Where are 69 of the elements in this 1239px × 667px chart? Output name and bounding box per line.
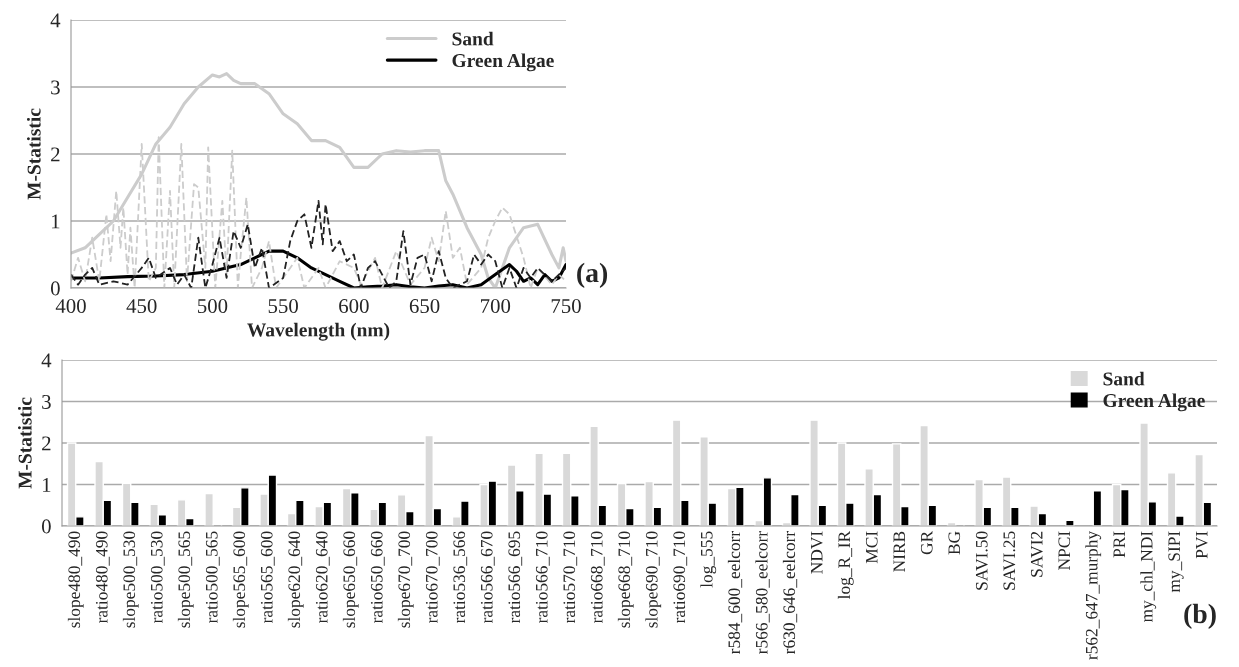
x-tick-label: 400 [55, 299, 86, 314]
x-tick-label: r562_647_murphy [1085, 530, 1102, 660]
y-tick-label: 4 [50, 13, 61, 28]
x-tick-label: 650 [409, 299, 440, 314]
y-tick-label: 0 [50, 281, 60, 296]
x-tick-label: r630_646_eelcorr [782, 531, 798, 654]
x-tick-label: ratio500_530 [150, 531, 165, 624]
x-tick-label: slope500_565 [177, 531, 194, 628]
x-tick-label: BG [948, 531, 961, 555]
x-tick-label: SAVI2 [1030, 531, 1043, 577]
x-tick-label: r584_600_eelcorr [727, 531, 743, 654]
x-tick-label: 500 [198, 299, 228, 314]
x-tick-label: slope480_490 [67, 531, 84, 628]
text: (b) [1184, 603, 1216, 629]
x-tick-label: my_chl_NDI [1140, 531, 1157, 623]
x-tick-label: slope690_710 [645, 531, 662, 628]
x-tick-label: ratio668_710 [590, 531, 605, 624]
y-axis-title: M-Statistic [26, 108, 41, 200]
x-tick-label: 450 [126, 299, 157, 314]
x-tick-label: ratio650_660 [370, 531, 385, 624]
x-tick-label: 600 [339, 299, 369, 314]
x-tick-label: ratio566_695 [508, 531, 523, 624]
x-axis-title: Wavelength (nm) [247, 322, 390, 341]
x-tick-label: ratio620_640 [315, 531, 330, 624]
x-tick-label: slope500_530 [122, 531, 139, 628]
x-tick-label: GR [920, 530, 933, 555]
x-tick-label: 550 [268, 299, 298, 314]
y-tick-label: 4 [41, 353, 52, 368]
x-tick-label: ratio566_670 [480, 531, 495, 624]
x-tick-label: NIRB [893, 531, 905, 572]
x-tick-label: ratio565_600 [260, 531, 275, 624]
y-tick-label: 3 [51, 80, 60, 95]
x-tick-label: log_555 [700, 531, 717, 588]
x-tick-label: my_SIPI [1168, 531, 1184, 593]
legend-label: Sand [1103, 371, 1145, 386]
x-tick-label: ratio670_700 [425, 531, 440, 624]
x-tick-label: ratio690_710 [673, 531, 688, 624]
y-tick-label: 2 [42, 436, 51, 451]
x-tick-label: ratio480_490 [95, 531, 110, 624]
x-tick-label: ratio570_710 [563, 531, 578, 624]
x-tick-label: slope668_710 [617, 531, 634, 628]
x-tick-label: slope620_640 [287, 531, 304, 628]
x-tick-label: r566_580_eelcorr [755, 531, 770, 654]
text: (a) [577, 262, 608, 288]
x-tick-label: SAVI.50 [975, 531, 988, 590]
x-tick-label: ratio536_566 [453, 531, 468, 624]
legend-label: Green Algae [1103, 393, 1205, 412]
x-tick-label: MCI [865, 531, 878, 564]
y-tick-label: 1 [52, 214, 60, 229]
x-tick-label: 750 [551, 299, 581, 314]
y-tick-label: 2 [51, 147, 60, 162]
x-tick-label: NDVI [811, 531, 823, 574]
y-tick-label: 3 [42, 394, 51, 409]
x-tick-label: slope670_700 [397, 531, 414, 628]
x-tick-label: SAVI.25 [1003, 531, 1016, 590]
legend-label: Green Algae [452, 53, 554, 72]
x-tick-label: ratio500_565 [205, 531, 220, 624]
y-axis-title: M-Statistic [17, 397, 32, 489]
x-tick-label: PRI [1113, 531, 1125, 558]
legend-label: Sand [452, 31, 494, 46]
y-tick-label: 0 [41, 519, 51, 534]
x-tick-label: slope650_660 [342, 531, 359, 628]
x-tick-label: slope565_600 [232, 531, 249, 628]
x-tick-label: PVI [1196, 531, 1208, 559]
y-tick-label: 1 [43, 477, 51, 492]
x-tick-label: ratio566_710 [535, 531, 550, 624]
x-tick-label: log_R_IR [837, 530, 854, 599]
x-tick-label: NPCI [1058, 531, 1071, 570]
x-tick-label: 700 [481, 299, 511, 314]
